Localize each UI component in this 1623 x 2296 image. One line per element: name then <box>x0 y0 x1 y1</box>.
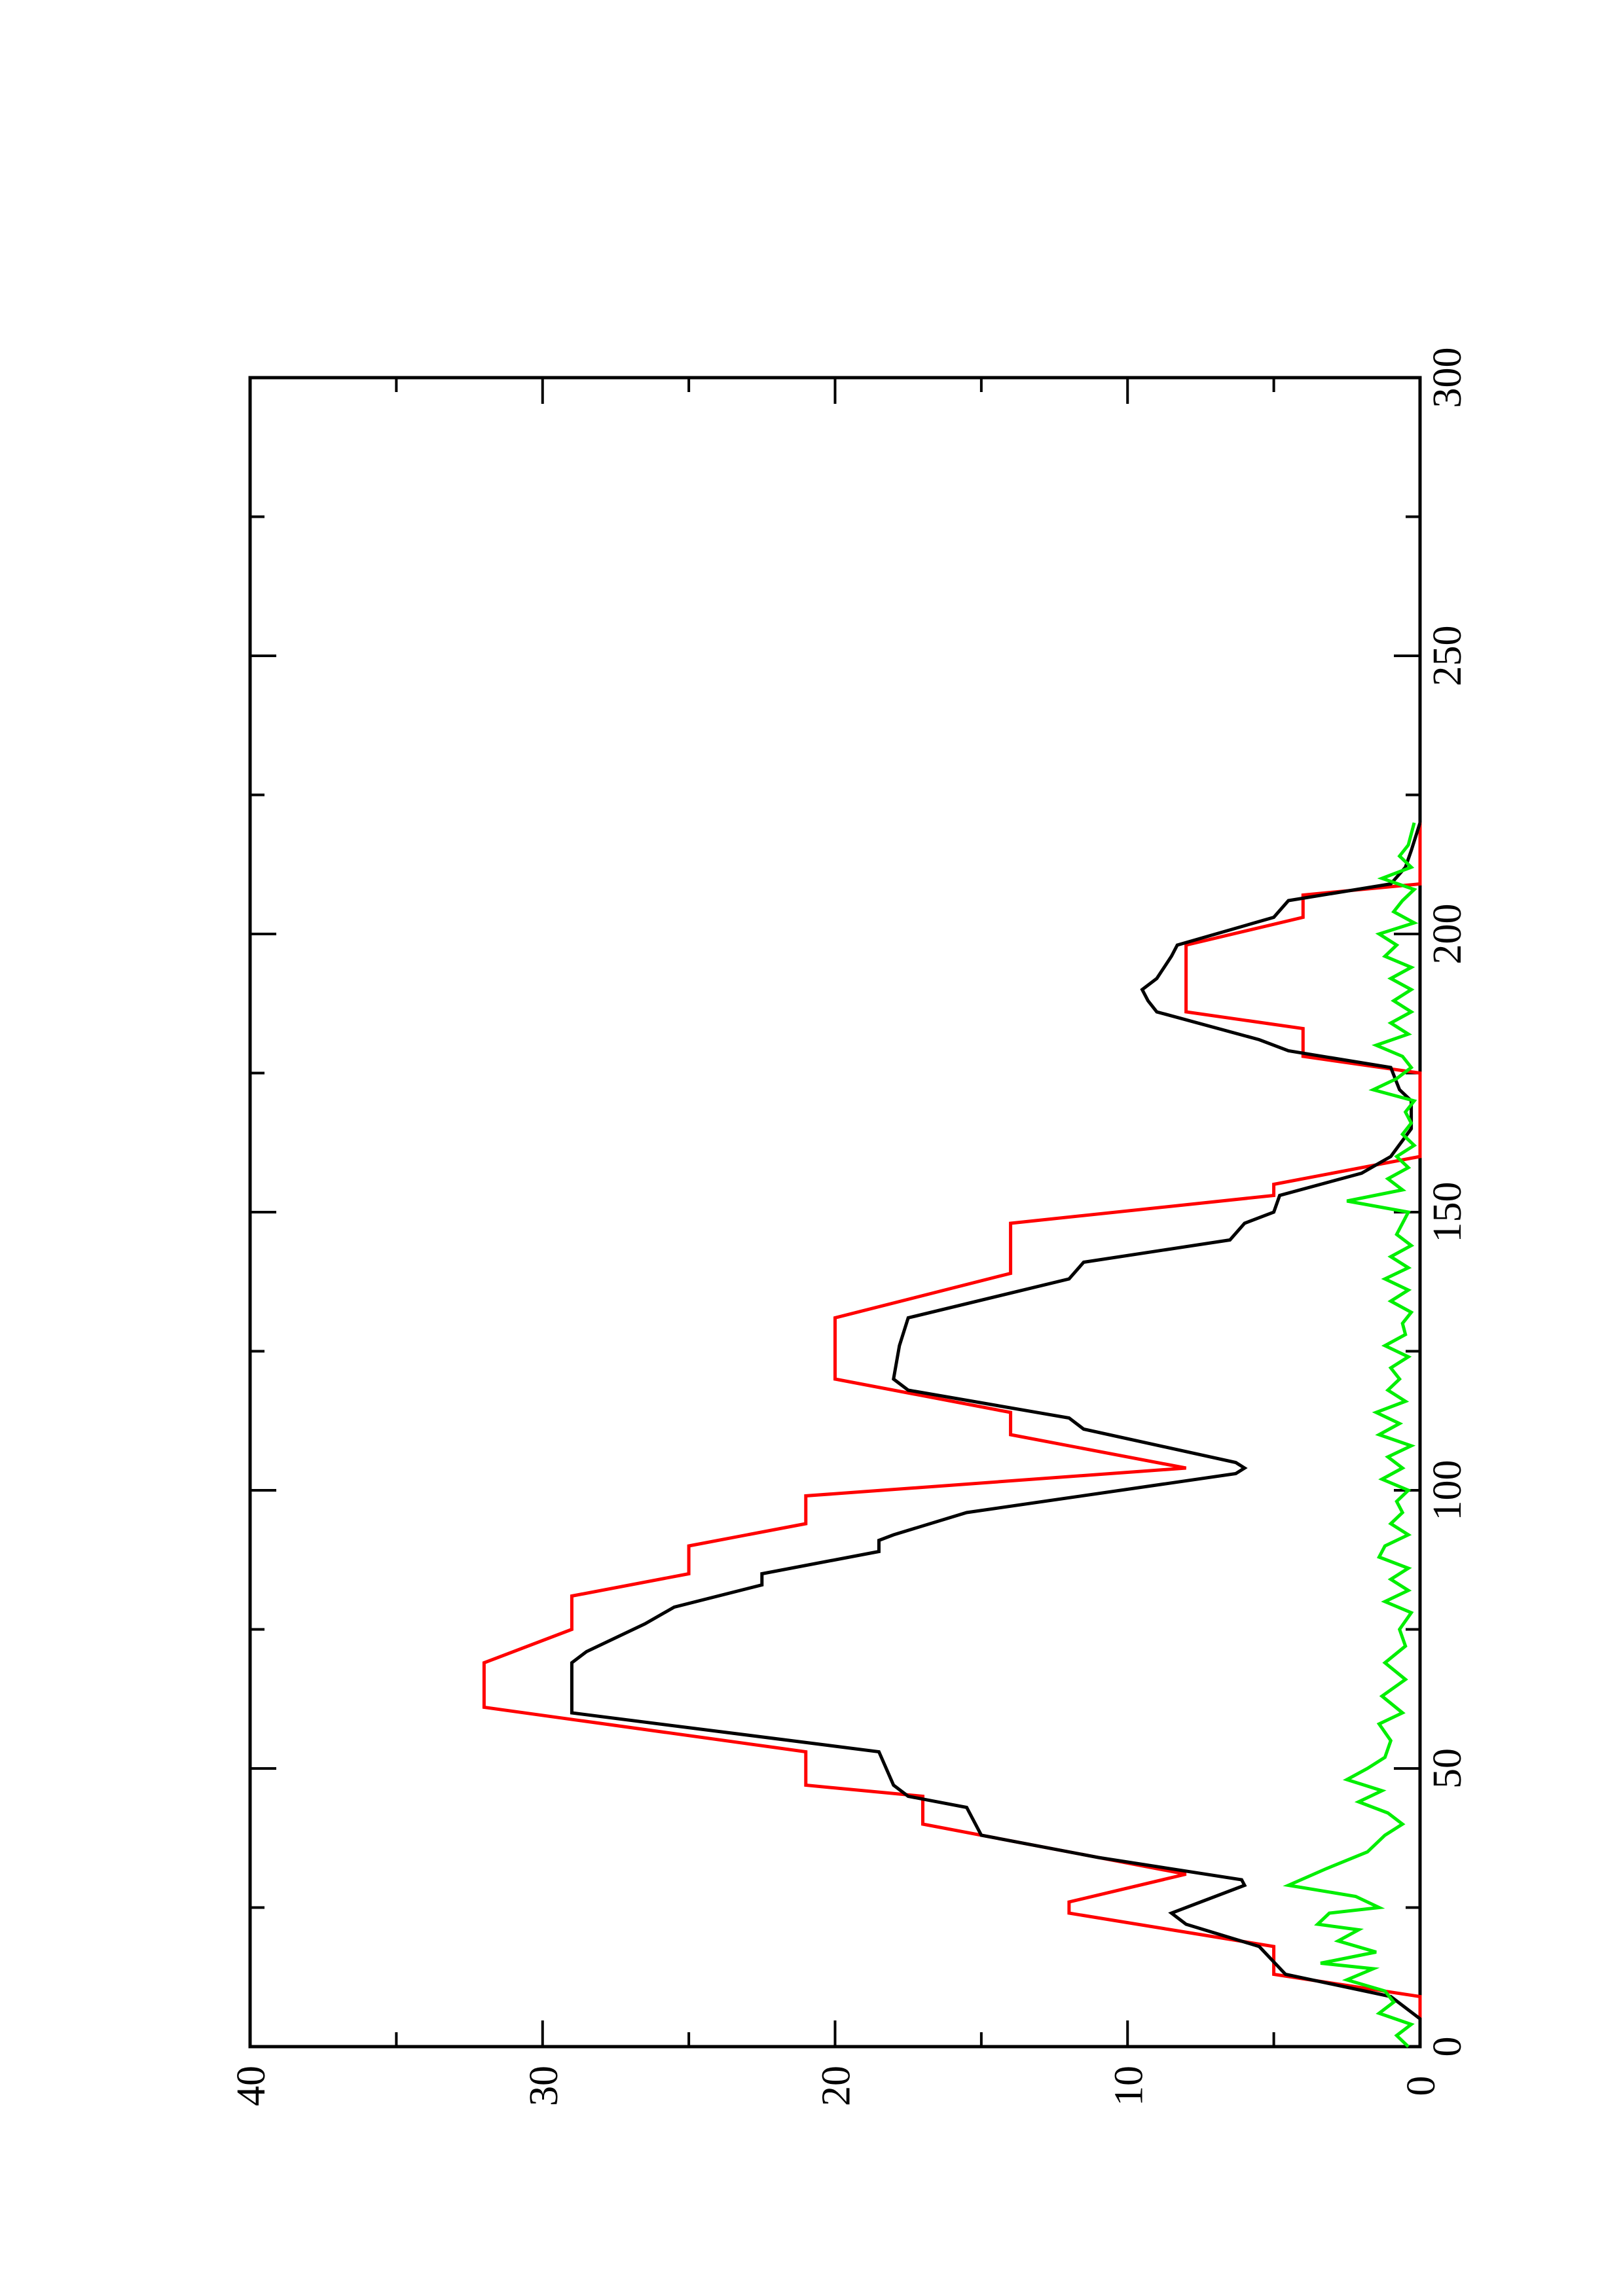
x-tick-label: 250 <box>1425 626 1470 687</box>
y-tick-label: 20 <box>814 2066 859 2106</box>
ticks <box>249 376 1421 2048</box>
series-line-2 <box>570 822 1422 2047</box>
y-tick-label: 30 <box>522 2066 566 2106</box>
x-tick-label: 50 <box>1425 1748 1470 1789</box>
y-tick-labels: 0 10 20 30 40 <box>229 2066 1444 2106</box>
series-line-3 <box>1283 822 1419 2048</box>
x-tick-label: 200 <box>1425 904 1470 965</box>
x-tick-label: 0 <box>1425 2037 1470 2057</box>
y-tick-label: 40 <box>229 2066 274 2106</box>
x-tick-labels: 0 50 100 150 200 250 300 <box>1425 348 1470 2057</box>
x-tick-label: 100 <box>1425 1460 1470 1521</box>
x-tick-label: 300 <box>1425 348 1470 408</box>
series-line-1 <box>482 823 1422 2047</box>
y-tick-label: 0 <box>1399 2076 1444 2096</box>
series-group <box>482 822 1422 2048</box>
plot-frame <box>248 376 1422 2049</box>
y-tick-label: 10 <box>1106 2066 1151 2106</box>
x-tick-label: 150 <box>1425 1182 1470 1243</box>
